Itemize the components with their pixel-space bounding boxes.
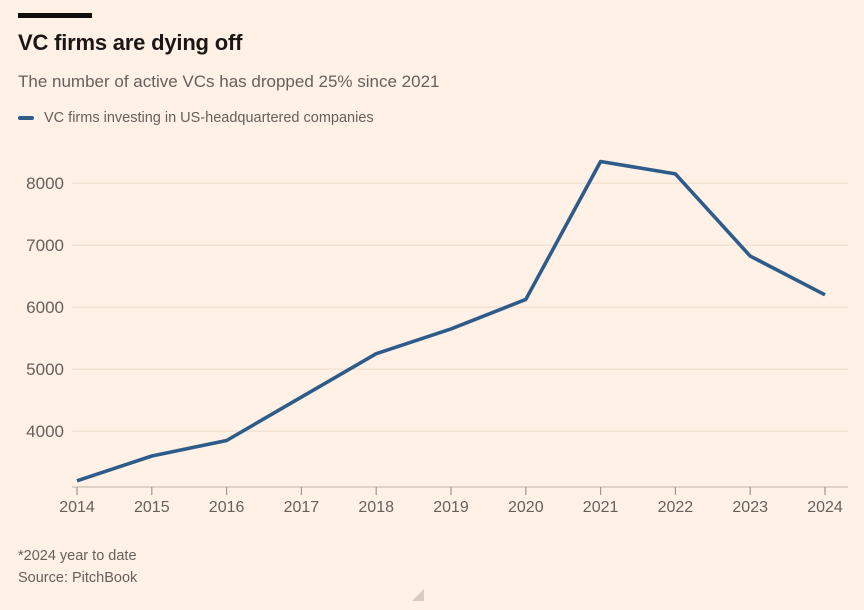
y-tick-label: 7000 — [26, 236, 64, 255]
y-tick-label: 6000 — [26, 298, 64, 317]
chart-footer: *2024 year to date Source: PitchBook — [18, 545, 137, 589]
line-chart: 4000 5000 6000 7000 8000 2014 2015 2016 2017 2018… — [26, 159, 848, 516]
footnote: *2024 year to date — [18, 548, 137, 564]
legend-line-swatch-icon — [18, 116, 34, 120]
x-tick-label: 2019 — [433, 499, 469, 516]
y-tick-label: 5000 — [26, 360, 64, 379]
chart-subtitle: The number of active VCs has dropped 25%… — [18, 72, 440, 91]
x-tick-label: 2021 — [583, 499, 619, 516]
x-tick-label: 2017 — [284, 499, 320, 516]
legend-label: VC firms investing in US-headquartered c… — [44, 110, 374, 126]
x-tick-label: 2016 — [209, 499, 245, 516]
y-tick-label: 8000 — [26, 174, 64, 193]
y-tick-label: 4000 — [26, 422, 64, 441]
kicker-bar — [18, 13, 92, 18]
x-tick-label: 2018 — [358, 499, 394, 516]
x-tick-label: 2022 — [658, 499, 694, 516]
data-line — [76, 159, 826, 483]
x-tick-label: 2024 — [807, 499, 843, 516]
resize-handle-icon[interactable] — [412, 589, 424, 601]
x-tick-label: 2023 — [732, 499, 768, 516]
legend: VC firms investing in US-headquartered c… — [18, 110, 374, 126]
x-tick-label: 2020 — [508, 499, 544, 516]
x-tick-label: 2014 — [59, 499, 95, 516]
chart-title: VC firms are dying off — [18, 30, 243, 55]
source-credit: Source: PitchBook — [18, 570, 138, 586]
x-tick-label: 2015 — [134, 499, 170, 516]
